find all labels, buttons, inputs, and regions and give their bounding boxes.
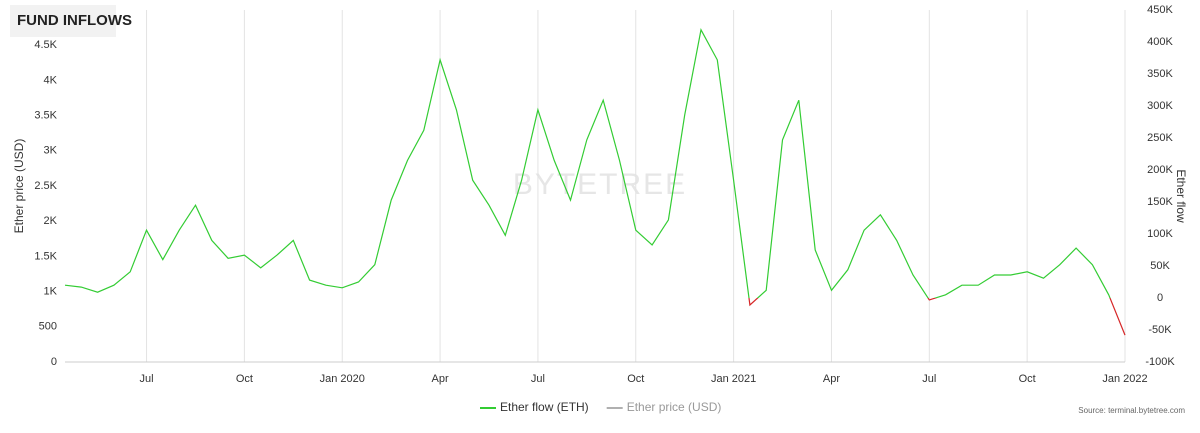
y-tick-label: 3K [44, 145, 58, 157]
y2-tick-label: -100K [1145, 356, 1175, 368]
y-axis-title: Ether price (USD) [12, 139, 26, 234]
y-tick-label: 1.5K [34, 250, 57, 262]
y-tick-label: 2.5K [34, 180, 57, 192]
y2-tick-label: 450K [1147, 4, 1173, 16]
y-tick-label: 4K [44, 74, 58, 86]
x-tick-label: Oct [627, 373, 644, 385]
x-tick-label: Jan 2021 [711, 373, 756, 385]
y-tick-label: 2K [44, 215, 58, 227]
y2-tick-label: -50K [1148, 324, 1172, 336]
y2-tick-label: 200K [1147, 164, 1173, 176]
legend-label: Ether flow (ETH) [500, 400, 589, 414]
title-box [10, 5, 116, 37]
x-tick-label: Jul [140, 373, 154, 385]
legend-label: Ether price (USD) [627, 400, 722, 414]
x-tick-label: Jan 2020 [320, 373, 365, 385]
x-tick-label: Jul [531, 373, 545, 385]
y2-tick-label: 50K [1150, 260, 1170, 272]
x-tick-label: Oct [236, 373, 253, 385]
y-tick-label: 0 [51, 356, 57, 368]
y-tick-label: 1K [44, 286, 58, 298]
line-series [64, 28, 1126, 336]
x-tick-label: Apr [432, 373, 449, 385]
y2-axis-title: Ether flow [1174, 169, 1188, 223]
y-tick-label: 3.5K [34, 110, 57, 122]
y2-tick-label: 100K [1147, 228, 1173, 240]
y2-tick-label: 250K [1147, 132, 1173, 144]
y-tick-label: 500 [39, 321, 57, 333]
y2-tick-label: 300K [1147, 100, 1173, 112]
y2-tick-label: 350K [1147, 68, 1173, 80]
y-tick-label: 4.5K [34, 39, 57, 51]
source: Source: terminal.bytetree.com [1078, 406, 1185, 415]
x-tick-label: Apr [823, 373, 840, 385]
x-tick-label: Oct [1019, 373, 1036, 385]
watermark: BYTETREE [513, 168, 687, 201]
y2-tick-label: 400K [1147, 36, 1173, 48]
x-tick-label: Jul [922, 373, 936, 385]
y2-tick-label: 150K [1147, 196, 1173, 208]
chart-title: FUND INFLOWS [17, 12, 132, 29]
x-tick-label: Jan 2022 [1102, 373, 1147, 385]
y2-tick-label: 0 [1157, 292, 1163, 304]
